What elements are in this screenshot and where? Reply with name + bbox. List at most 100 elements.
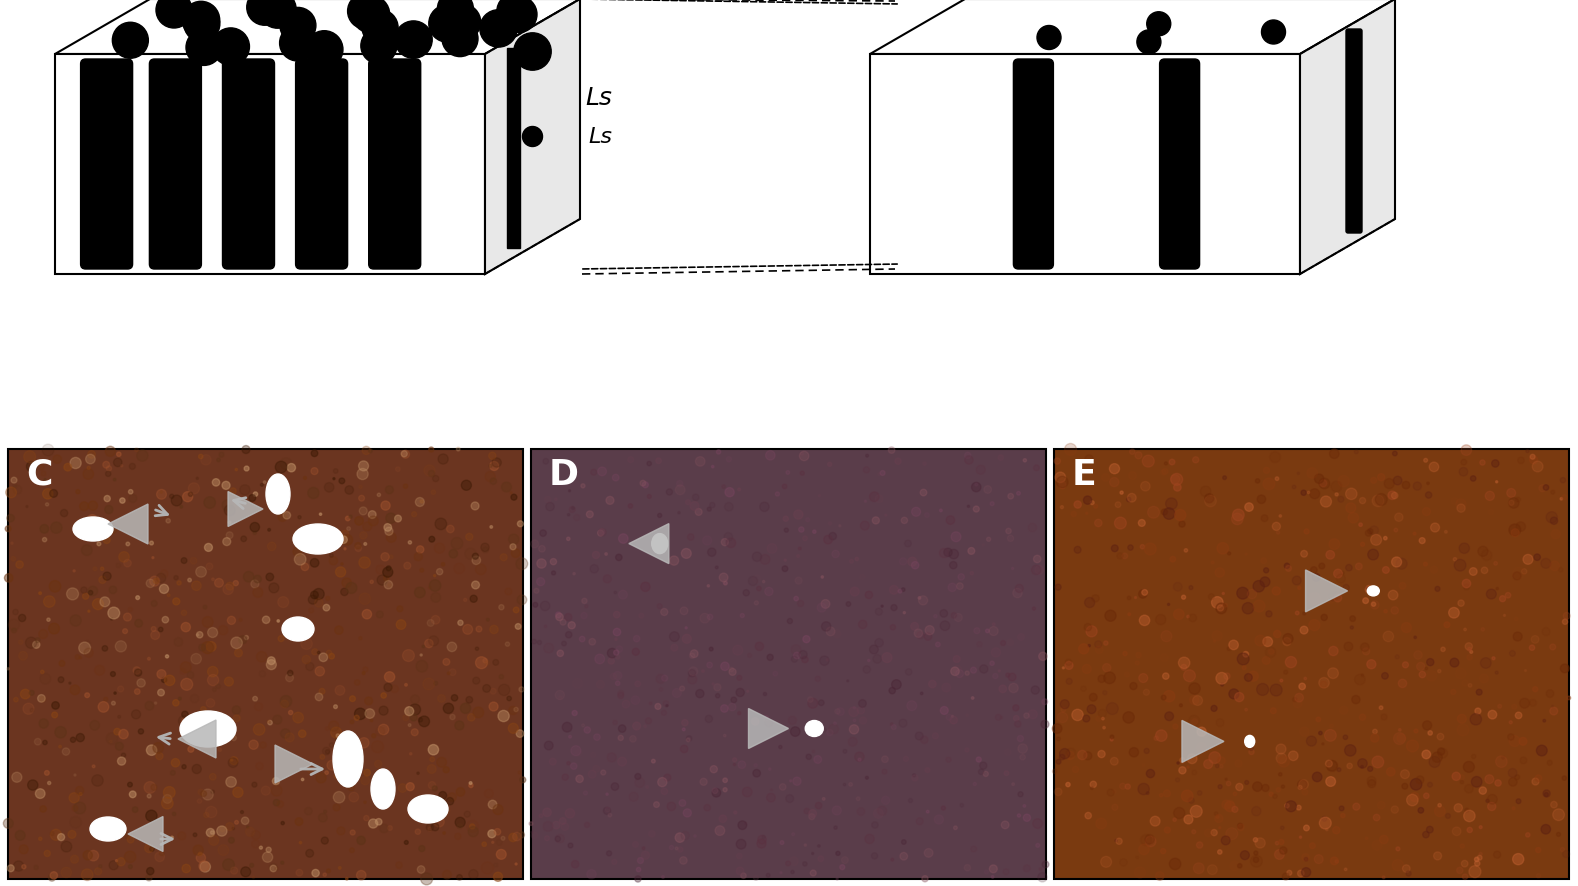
Circle shape [1546,690,1554,697]
Circle shape [1471,476,1475,482]
Circle shape [363,672,365,675]
Circle shape [1329,592,1338,602]
Circle shape [964,748,969,752]
Circle shape [353,715,360,720]
Circle shape [612,475,619,481]
Circle shape [486,618,489,621]
Circle shape [11,478,17,484]
Circle shape [1234,693,1243,702]
Circle shape [336,738,339,742]
Circle shape [1319,678,1329,688]
Circle shape [942,683,950,692]
Circle shape [205,544,213,552]
Circle shape [13,610,19,615]
Circle shape [598,468,606,476]
Circle shape [115,641,126,652]
Circle shape [1236,783,1243,790]
Circle shape [128,608,133,612]
Circle shape [196,711,204,719]
Circle shape [869,645,879,654]
Circle shape [1250,855,1262,867]
Circle shape [634,773,641,780]
Circle shape [35,638,39,642]
Circle shape [1283,638,1291,646]
Circle shape [608,813,612,817]
Circle shape [240,486,249,495]
Circle shape [1419,807,1423,813]
Circle shape [1024,865,1030,872]
Circle shape [767,655,773,661]
Circle shape [278,597,289,608]
Circle shape [1373,814,1379,820]
Circle shape [1464,811,1475,821]
Circle shape [1193,863,1204,874]
Circle shape [920,692,923,695]
Circle shape [260,742,267,749]
Circle shape [590,565,598,573]
Circle shape [754,875,759,881]
Circle shape [379,772,385,778]
Circle shape [1210,705,1217,711]
Circle shape [1379,835,1389,843]
Circle shape [484,789,494,798]
Circle shape [1423,563,1428,566]
Circle shape [1344,642,1352,651]
Circle shape [335,686,346,696]
Circle shape [1491,461,1499,468]
Circle shape [333,804,339,811]
Circle shape [641,481,645,486]
Circle shape [1038,867,1041,871]
Circle shape [877,473,881,476]
Circle shape [92,775,103,786]
Circle shape [118,552,129,563]
Circle shape [1496,756,1507,767]
Circle shape [1217,543,1229,555]
Circle shape [1270,684,1281,696]
Circle shape [688,675,697,684]
Circle shape [865,835,874,843]
Circle shape [1136,31,1161,55]
Circle shape [1144,543,1157,556]
Circle shape [1327,595,1335,603]
Circle shape [417,546,424,554]
Circle shape [999,685,1007,693]
Polygon shape [484,0,581,275]
Circle shape [721,486,726,489]
Circle shape [357,870,366,880]
Circle shape [663,701,669,707]
Circle shape [1480,461,1485,466]
Circle shape [232,734,234,737]
Circle shape [155,852,164,862]
Circle shape [180,669,186,674]
Circle shape [1060,708,1065,712]
Circle shape [554,499,557,501]
Circle shape [1445,813,1450,819]
Circle shape [1103,641,1108,646]
Circle shape [497,0,535,31]
Circle shape [77,522,84,529]
Circle shape [1398,729,1401,731]
Circle shape [819,495,821,497]
Circle shape [863,666,871,673]
Circle shape [1223,593,1225,595]
Circle shape [1428,782,1433,788]
Circle shape [817,856,824,862]
Circle shape [1360,766,1363,768]
Circle shape [863,467,869,473]
Circle shape [773,672,778,676]
Circle shape [1545,793,1548,797]
Circle shape [1256,684,1269,696]
Circle shape [1419,672,1425,678]
Circle shape [1204,494,1213,503]
Circle shape [1509,501,1513,506]
Circle shape [1018,814,1021,817]
Circle shape [1248,672,1258,681]
Circle shape [1169,460,1176,465]
Circle shape [1365,586,1373,594]
Circle shape [737,676,742,680]
Circle shape [357,836,366,844]
Circle shape [1357,758,1367,768]
Circle shape [1184,815,1193,824]
Circle shape [306,663,314,671]
Circle shape [739,761,746,769]
